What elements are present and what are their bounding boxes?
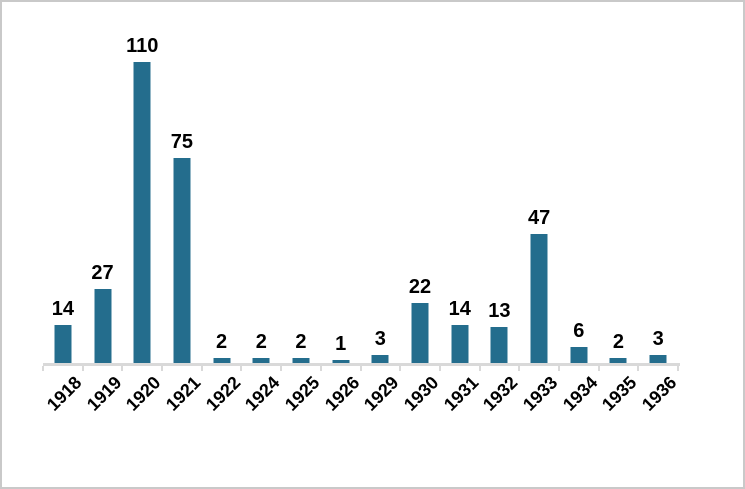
x-axis-tick — [399, 366, 402, 371]
x-axis-tick — [597, 366, 600, 371]
x-axis-tick — [161, 366, 164, 371]
x-axis-tick-label-1919: 1919 — [82, 372, 125, 415]
x-axis-tick-label-1926: 1926 — [320, 372, 364, 415]
bar-1930 — [411, 303, 429, 363]
x-axis-tick — [438, 366, 441, 371]
bar-slot-1933: 47 — [519, 2, 559, 363]
x-axis-tick — [518, 366, 521, 371]
bar-1936 — [649, 355, 667, 363]
x-axis-tick — [280, 366, 283, 371]
x-axis-tick-label-1935: 1935 — [598, 372, 641, 415]
bar-1925 — [292, 358, 310, 363]
x-axis-tick-label-1922: 1922 — [201, 372, 245, 415]
bar-value-label-1936: 3 — [652, 328, 664, 350]
bar-value-label-1935: 2 — [612, 331, 625, 353]
x-axis-tick-label-1929: 1929 — [360, 372, 403, 415]
bar-1931 — [451, 325, 469, 363]
bar-value-label-1930: 22 — [408, 276, 432, 298]
bar-value-label-1921: 75 — [170, 131, 194, 153]
x-axis-line — [43, 363, 680, 366]
bar-1932 — [490, 327, 508, 363]
x-axis-tick-label-1932: 1932 — [479, 372, 522, 415]
x-axis-tick — [200, 366, 203, 371]
bar-value-label-1932: 13 — [488, 300, 511, 322]
bar-value-label-1931: 14 — [448, 298, 471, 320]
x-axis-tick-label-1936: 1936 — [638, 372, 681, 415]
plot-area: 14 27 110 75 2 2 2 1 3 22 14 13 47 6 2 3 — [43, 2, 678, 363]
bar-value-label-1929: 3 — [374, 328, 386, 350]
bar-slot-1925: 2 — [281, 2, 321, 363]
x-axis-tick — [637, 366, 640, 371]
bar-slot-1934: 6 — [559, 2, 599, 363]
bar-slot-1920: 110 — [122, 2, 162, 363]
bar-value-label-1920: 110 — [126, 35, 159, 57]
x-axis-tick-label-1933: 1933 — [519, 372, 562, 415]
bar-1922 — [213, 358, 231, 363]
bar-value-label-1924: 2 — [255, 331, 267, 353]
x-axis-tick — [359, 366, 362, 371]
bar-value-label-1918: 14 — [51, 298, 74, 320]
bar-1924 — [252, 358, 270, 363]
x-axis-tick-label-1920: 1920 — [122, 372, 165, 415]
bar-slot-1919: 27 — [83, 2, 123, 363]
x-axis-tick — [240, 366, 243, 371]
bar-slot-1930: 22 — [400, 2, 440, 363]
x-axis-tick-label-1924: 1924 — [241, 372, 284, 415]
bar-1929 — [371, 355, 389, 363]
bar-value-label-1926: 1 — [335, 333, 347, 355]
bar-1919 — [94, 289, 112, 363]
x-axis-tick-label-1931: 1931 — [439, 372, 483, 415]
bar-value-label-1922: 2 — [216, 331, 228, 353]
bar-value-label-1919: 27 — [91, 262, 114, 284]
bar-1921 — [173, 158, 191, 363]
x-axis-tick-label-1930: 1930 — [400, 372, 443, 415]
bar-value-label-1933: 47 — [527, 207, 551, 229]
bar-slot-1921: 75 — [162, 2, 202, 363]
x-axis-tick — [677, 366, 679, 371]
bar-1918 — [54, 325, 72, 363]
x-axis-tick — [319, 366, 322, 371]
bar-slot-1931: 14 — [440, 2, 480, 363]
x-axis-tick — [42, 366, 44, 371]
bar-1926 — [332, 360, 350, 363]
x-axis-tick — [81, 366, 84, 371]
bar-slot-1935: 2 — [599, 2, 639, 363]
bar-value-label-1925: 2 — [295, 331, 307, 353]
bar-1933 — [530, 234, 548, 363]
bar-slot-1929: 3 — [361, 2, 401, 363]
x-axis-tick — [121, 366, 124, 371]
x-axis-tick-label-1925: 1925 — [280, 372, 324, 415]
bar-slot-1924: 2 — [241, 2, 281, 363]
x-axis-tick-label-1918: 1918 — [42, 372, 86, 415]
bar-slot-1922: 2 — [202, 2, 242, 363]
bar-slot-1918: 14 — [43, 2, 83, 363]
x-axis-tick-label-1934: 1934 — [558, 372, 602, 415]
x-axis-tick — [557, 366, 560, 371]
bar-1920 — [133, 62, 151, 363]
bar-value-label-1934: 6 — [573, 320, 585, 342]
bar-slot-1932: 13 — [480, 2, 520, 363]
bar-1935 — [609, 358, 627, 363]
bar-slot-1936: 3 — [638, 2, 678, 363]
x-axis-tick — [478, 366, 481, 371]
bar-1934 — [570, 347, 588, 363]
bar-slot-1926: 1 — [321, 2, 361, 363]
x-axis-tick-label-1921: 1921 — [161, 372, 205, 415]
